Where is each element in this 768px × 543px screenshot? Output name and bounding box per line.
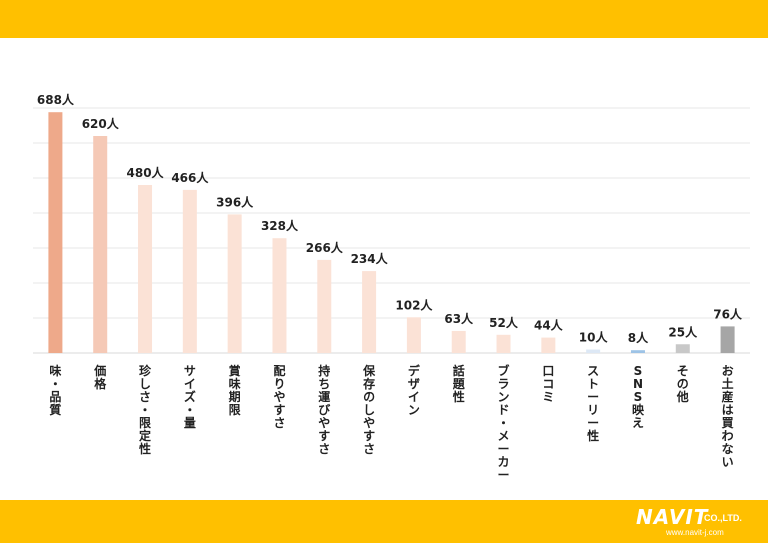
- bar: [496, 334, 511, 353]
- data-label: 620人: [82, 116, 120, 131]
- bar: [317, 259, 332, 353]
- data-label: 25人: [668, 324, 698, 339]
- bar: [720, 326, 735, 353]
- gridlines: [33, 107, 750, 354]
- bottom-banner: [0, 500, 768, 543]
- bar-chart: 688人 620人 480人 466人 396人 328人 266人 234人 102人 63人 5…: [33, 92, 750, 482]
- bar: [451, 330, 466, 353]
- data-label: 480人: [127, 165, 165, 180]
- data-label: 466人: [171, 170, 209, 185]
- category-label: サイズ・量: [184, 364, 196, 430]
- category-label: 口コミ: [542, 364, 554, 404]
- bar: [675, 344, 690, 353]
- category-label: お土産は買わない: [722, 364, 734, 469]
- bar: [227, 214, 242, 353]
- data-label: 102人: [395, 297, 433, 312]
- bar: [406, 317, 421, 353]
- category-label: ストーリー性: [586, 364, 599, 443]
- data-label: 44人: [534, 318, 564, 333]
- category-label: ブランド・メーカー: [498, 363, 510, 482]
- bar: [138, 185, 153, 353]
- category-label: 価格: [93, 363, 107, 391]
- navit-logo: NAVIT CO.,LTD. www.navit-j.com: [636, 505, 764, 541]
- top-banner: [0, 0, 768, 38]
- logo-suffix: CO.,LTD.: [704, 513, 742, 523]
- data-label: 76人: [713, 306, 743, 321]
- data-label: 10人: [579, 330, 609, 345]
- category-label: 珍しさ・限定性: [138, 363, 152, 456]
- value-labels: 688人 620人 480人 466人 396人 328人 266人 234人 102人 63人 5…: [37, 92, 743, 345]
- category-label: 持ち運びやすさ: [318, 363, 331, 456]
- data-label: 63人: [444, 311, 474, 326]
- category-labels: 味・品質 価格 珍しさ・限定性 サイズ・量 賞味期限 配りやすさ 持ち運びやすさ 保存のしやす…: [49, 363, 733, 482]
- bar: [182, 189, 197, 353]
- category-label: 配りやすさ: [273, 363, 285, 430]
- data-label: 328人: [261, 218, 299, 233]
- bar: [541, 337, 556, 353]
- category-label: 保存のしやすさ: [362, 363, 376, 456]
- bar: [272, 238, 287, 353]
- logo-brand: NAVIT: [636, 505, 709, 529]
- category-label: 味・品質: [49, 363, 61, 417]
- category-label: 話題性: [452, 363, 466, 404]
- bar: [362, 271, 377, 353]
- bar: [586, 349, 601, 353]
- bar: [630, 350, 645, 353]
- category-label: デザイン: [408, 363, 421, 417]
- bars: [48, 112, 735, 353]
- logo-url: www.navit-j.com: [666, 528, 724, 537]
- data-label: 688人: [37, 92, 75, 107]
- data-label: 396人: [216, 194, 254, 209]
- category-label: 賞味期限: [229, 363, 241, 417]
- category-label: S N S 映え: [632, 364, 645, 430]
- bar: [93, 136, 108, 353]
- data-label: 52人: [489, 315, 519, 330]
- category-label: その他: [676, 364, 689, 404]
- bar: [48, 112, 63, 353]
- data-label: 234人: [351, 251, 389, 266]
- data-label: 8人: [628, 330, 649, 345]
- data-label: 266人: [306, 240, 344, 255]
